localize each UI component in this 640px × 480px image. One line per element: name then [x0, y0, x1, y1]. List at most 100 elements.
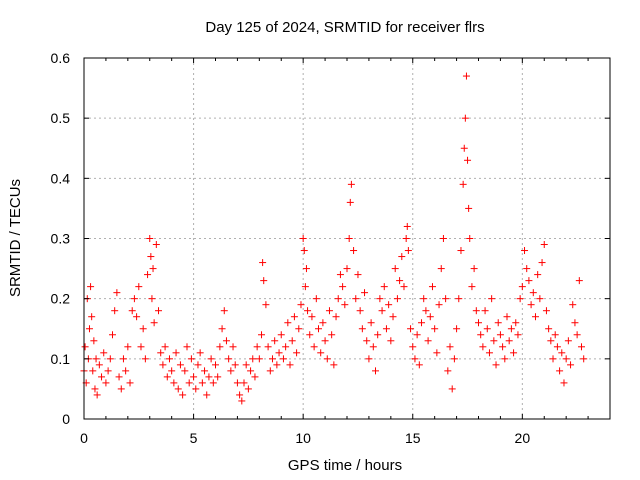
data-point — [207, 355, 215, 363]
data-point — [277, 331, 285, 339]
data-point — [231, 361, 239, 369]
data-point — [264, 343, 272, 351]
data-point — [492, 361, 500, 369]
data-point — [573, 331, 581, 339]
data-point — [244, 385, 252, 393]
data-point — [242, 361, 250, 369]
data-point — [321, 337, 329, 345]
data-point — [531, 313, 539, 321]
data-point — [87, 283, 95, 291]
data-point — [439, 235, 447, 242]
data-point — [192, 385, 200, 393]
data-point — [361, 289, 369, 297]
x-tick-label: 0 — [80, 430, 88, 446]
data-point — [106, 355, 114, 363]
data-point — [545, 325, 553, 333]
data-point — [363, 337, 371, 345]
data-point — [525, 277, 533, 285]
data-point — [124, 343, 132, 351]
y-tick-label: 0.5 — [51, 110, 71, 126]
data-point — [284, 319, 292, 327]
y-tick-label: 0.6 — [51, 50, 71, 66]
data-point — [461, 114, 469, 122]
data-point — [339, 283, 347, 291]
data-point — [179, 391, 187, 399]
data-point — [496, 331, 504, 339]
data-point — [100, 349, 108, 357]
data-point — [374, 331, 382, 339]
data-point — [556, 367, 564, 375]
data-point — [323, 355, 331, 363]
data-point — [168, 367, 176, 375]
data-point — [240, 379, 248, 387]
data-point — [453, 325, 461, 333]
data-point — [369, 343, 377, 351]
data-point — [336, 271, 344, 279]
data-point — [236, 391, 244, 399]
data-point — [580, 355, 588, 363]
data-point — [459, 180, 467, 188]
data-point — [279, 355, 287, 363]
data-point — [88, 313, 96, 321]
data-point — [130, 295, 138, 303]
data-point — [464, 156, 472, 164]
data-point — [85, 325, 93, 333]
data-point — [488, 295, 496, 303]
y-tick-label: 0.3 — [51, 231, 71, 247]
data-point — [404, 247, 412, 255]
data-point — [293, 349, 301, 357]
data-point — [194, 361, 202, 369]
data-point — [111, 307, 119, 315]
data-point — [251, 373, 259, 381]
data-point — [403, 222, 411, 230]
data-point — [560, 379, 568, 387]
data-point — [385, 301, 393, 309]
data-point — [455, 295, 463, 303]
data-point — [503, 313, 511, 321]
data-point — [238, 397, 246, 405]
data-point — [505, 337, 513, 345]
data-point — [411, 355, 419, 363]
data-point — [402, 235, 410, 242]
data-point — [477, 331, 485, 339]
data-point — [356, 307, 364, 315]
data-point — [521, 247, 529, 255]
data-point — [542, 307, 550, 315]
data-point — [575, 277, 583, 285]
data-point — [567, 361, 575, 369]
data-point — [203, 391, 211, 399]
data-point — [92, 355, 100, 363]
data-point — [483, 325, 491, 333]
data-point — [571, 319, 579, 327]
data-point — [137, 343, 145, 351]
data-point — [273, 361, 281, 369]
data-point — [354, 271, 362, 279]
data-point — [89, 367, 97, 375]
data-point — [352, 295, 360, 303]
data-point — [341, 301, 349, 309]
data-point — [558, 349, 566, 357]
data-point — [163, 373, 171, 381]
data-point — [214, 373, 222, 381]
data-point — [510, 349, 518, 357]
data-point — [113, 289, 121, 297]
data-point — [507, 325, 515, 333]
data-point — [332, 313, 340, 321]
data-point — [249, 355, 257, 363]
data-point — [346, 198, 354, 206]
data-point — [122, 367, 130, 375]
data-point — [549, 355, 557, 363]
data-point — [415, 361, 423, 369]
data-points — [80, 72, 588, 405]
data-point — [413, 331, 421, 339]
data-point — [282, 343, 290, 351]
data-point — [306, 331, 314, 339]
data-point — [220, 307, 228, 315]
y-tick-label: 0.1 — [51, 351, 71, 367]
data-point — [315, 325, 323, 333]
data-point — [117, 385, 125, 393]
data-point — [446, 343, 454, 351]
data-point — [146, 235, 154, 242]
data-point — [569, 301, 577, 309]
data-point — [389, 313, 397, 321]
